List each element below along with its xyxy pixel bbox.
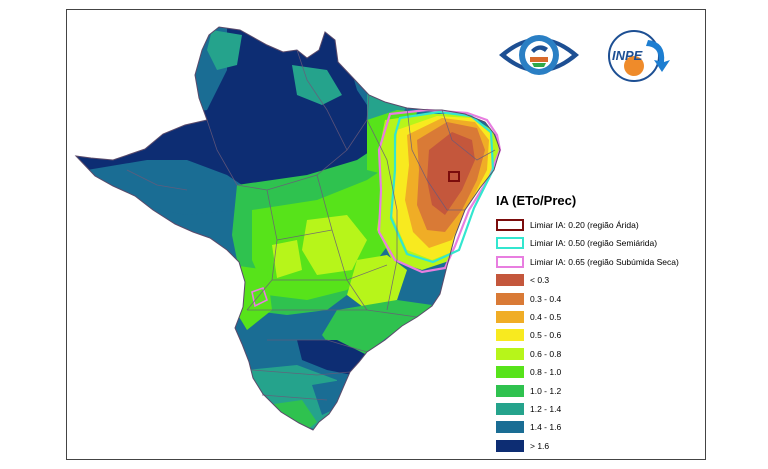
inpe-logo-text: INPE (612, 48, 643, 63)
legend-class-item: 0.8 - 1.0 (496, 364, 708, 380)
legend-label: 0.5 - 0.6 (530, 330, 562, 341)
threshold-subhumid-outline (377, 108, 502, 274)
legend-label: 0.3 - 0.4 (530, 293, 562, 304)
legend-threshold-item: Limiar IA: 0.20 (região Árida) (496, 217, 708, 233)
legend-label: < 0.3 (530, 275, 550, 286)
map-frame (66, 9, 706, 460)
legend-class-item: > 1.6 (496, 438, 708, 454)
legend-threshold-item: Limiar IA: 0.65 (região Subúmida Seca) (496, 254, 708, 270)
legend-outline-swatch (496, 237, 524, 250)
legend-class-item: 1.2 - 1.4 (496, 401, 708, 417)
legend-color-swatch (496, 347, 524, 360)
legend-color-swatch (496, 274, 524, 287)
legend-color-swatch (496, 329, 524, 342)
legend-label: Limiar IA: 0.20 (região Árida) (530, 220, 639, 230)
legend-label: 0.4 - 0.5 (530, 311, 562, 322)
state-boundaries (126, 49, 496, 401)
legend-color-swatch (496, 402, 524, 415)
legend-label: 1.2 - 1.4 (530, 403, 562, 414)
legend-outline-swatch (496, 219, 524, 231)
inpe-logo-icon: INPE (608, 30, 670, 82)
legend-label: 0.8 - 1.0 (530, 367, 562, 378)
legend-classes: < 0.3 0.3 - 0.4 0.4 - 0.5 0.5 - 0.6 0.6 - 0.… (496, 272, 708, 454)
country-outline (74, 26, 501, 431)
brazil-aridity-map (74, 26, 502, 431)
legend-label: 1.0 - 1.2 (530, 385, 562, 396)
legend-thresholds: Limiar IA: 0.20 (região Árida) Limiar IA:… (496, 217, 708, 270)
legend-threshold-item: Limiar IA: 0.50 (região Semiárida) (496, 235, 708, 251)
legend-class-item: 1.0 - 1.2 (496, 383, 708, 399)
legend-class-item: 0.3 - 0.4 (496, 291, 708, 307)
legend-class-item: 1.4 - 1.6 (496, 419, 708, 435)
legend-color-swatch (496, 292, 524, 305)
legend-class-item: 0.4 - 0.5 (496, 309, 708, 325)
legend-color-swatch (496, 310, 524, 323)
legend-label: 0.6 - 0.8 (530, 348, 562, 359)
legend-label: > 1.6 (530, 440, 550, 451)
legend-color-swatch (496, 366, 524, 379)
legend-color-swatch (496, 421, 524, 434)
threshold-arid-outline (448, 171, 460, 182)
legend-label: 1.4 - 1.6 (530, 422, 562, 433)
legend-label: Limiar IA: 0.50 (região Semiárida) (530, 238, 658, 249)
legend-color-swatch (496, 384, 524, 397)
legend-label: Limiar IA: 0.65 (região Subúmida Seca) (530, 256, 679, 267)
legend-class-item: 0.5 - 0.6 (496, 327, 708, 343)
map-legend: IA (ETo/Prec) Limiar IA: 0.20 (região Ár… (496, 193, 708, 456)
cptec-logo-icon (499, 35, 579, 75)
legend-class-item: < 0.3 (496, 272, 708, 288)
legend-title: IA (ETo/Prec) (496, 193, 577, 208)
legend-outline-swatch (496, 255, 524, 268)
legend-class-item: 0.6 - 0.8 (496, 346, 708, 362)
legend-color-swatch (496, 439, 524, 452)
